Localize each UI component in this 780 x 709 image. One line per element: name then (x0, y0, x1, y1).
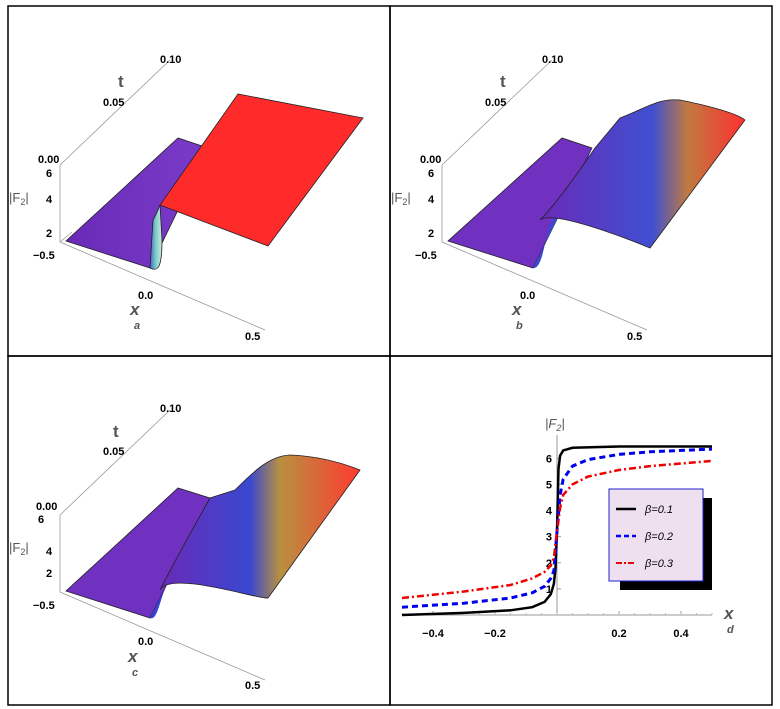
panel-c-f-tick-1: 4 (46, 546, 53, 558)
panel-b-x-tick-2: 0.5 (627, 331, 642, 343)
panel-a-t-tick-2: 0.00 (38, 154, 59, 166)
panel-a-f-tick-2: 2 (46, 228, 52, 240)
panel-b: t 0.10 0.05 0.00 6 4 2 |F2| −0.5 0.0 0.5… (391, 54, 746, 343)
panel-c-t-label: t (113, 422, 119, 441)
panel-c-x-tick-0: −0.5 (33, 600, 55, 612)
panel-d-legend: β=0.1 β=0.2 β=0.3 (608, 488, 712, 590)
panel-c-f-tick-2: 2 (46, 568, 52, 580)
panel-b-f-tick-0: 6 (428, 168, 434, 180)
panel-a-x-tick-0: −0.5 (33, 250, 55, 262)
panel-b-f-label: |F2| (391, 190, 411, 207)
panel-c-x-tick-2: 0.5 (245, 680, 260, 692)
y-tick-label: 1 (546, 584, 552, 596)
y-tick-label: 6 (546, 453, 552, 465)
panel-b-f-tick-1: 4 (428, 194, 435, 206)
series-line-0 (401, 445, 712, 617)
panel-c-high-plane (159, 454, 361, 599)
panel-b-high-plane (539, 99, 746, 249)
x-tick-label: 0.4 (673, 628, 689, 640)
panel-a-f-tick-0: 6 (46, 168, 52, 180)
panel-a-x-label: x (129, 300, 141, 319)
panel-b-axes (441, 59, 648, 331)
panel-a-high-plane (159, 93, 364, 247)
y-tick-label: 4 (546, 506, 553, 518)
panel-c-t-tick-2: 0.00 (36, 501, 57, 513)
panel-a-x-tick-1: 0.0 (138, 290, 153, 302)
panel-d-series (401, 445, 713, 617)
panel-a-t-tick-1: 0.05 (103, 97, 124, 109)
panel-d-x-label: x (723, 604, 735, 623)
panel-c-f-tick-0: 6 (38, 514, 44, 526)
panel-d-y-label: |F2| (545, 416, 565, 433)
panel-c-x-label: x (127, 647, 139, 666)
panel-c-label: c (132, 667, 138, 679)
panel-a-t-tick-0: 0.10 (160, 54, 181, 66)
panel-c-x-tick-1: 0.0 (138, 636, 153, 648)
legend-entry-1: β=0.2 (644, 531, 673, 543)
panel-a-t-label: t (118, 72, 124, 91)
panel-b-t-tick-1: 0.05 (485, 97, 506, 109)
panel-a-f-tick-1: 4 (46, 194, 53, 206)
panel-c: t 0.10 0.05 0.00 6 4 2 |F2| −0.5 0.0 0.5… (9, 403, 361, 692)
panel-d-label: d (727, 624, 734, 636)
legend-entry-2: β=0.3 (644, 558, 674, 570)
x-tick-label: −0.4 (422, 628, 445, 640)
panel-a: t 0.10 0.05 0.00 6 4 2 |F2| −0.5 0.0 0.5… (9, 54, 364, 343)
panel-a-axes (59, 59, 266, 331)
panel-b-label: b (516, 320, 523, 332)
panel-d-frame (389, 355, 773, 706)
panel-d-axes: −0.4 −0.2 0.2 0.4 1 2 3 4 5 6 (401, 435, 713, 640)
y-tick-label: 2 (546, 558, 552, 570)
panel-b-x-label: x (511, 300, 523, 319)
panel-b-t-tick-2: 0.00 (420, 154, 441, 166)
panel-b-x-tick-0: −0.5 (415, 250, 437, 262)
panel-a-label: a (134, 320, 140, 332)
series-line-2 (401, 459, 713, 600)
panel-c-t-tick-1: 0.05 (103, 446, 124, 458)
x-tick-label: −0.2 (484, 628, 506, 640)
legend-entry-0: β=0.1 (644, 504, 673, 516)
y-tick-label: 5 (546, 479, 552, 491)
panel-a-f-label: |F2| (9, 190, 29, 207)
panel-b-t-label: t (500, 72, 506, 91)
panel-d: −0.4 −0.2 0.2 0.4 1 2 3 4 5 6 |F2| x d β=0.1 β=0.… (401, 416, 735, 640)
panel-c-t-tick-0: 0.10 (160, 403, 181, 415)
x-tick-label: 0.2 (611, 628, 626, 640)
panel-c-axes (59, 409, 266, 681)
panel-c-f-label: |F2| (9, 540, 29, 557)
panel-b-x-tick-1: 0.0 (520, 290, 535, 302)
panel-a-x-tick-2: 0.5 (245, 331, 260, 343)
y-tick-label: 3 (546, 532, 552, 544)
panel-b-f-tick-2: 2 (428, 228, 434, 240)
panel-b-t-tick-0: 0.10 (542, 54, 563, 66)
series-line-1 (401, 447, 713, 609)
